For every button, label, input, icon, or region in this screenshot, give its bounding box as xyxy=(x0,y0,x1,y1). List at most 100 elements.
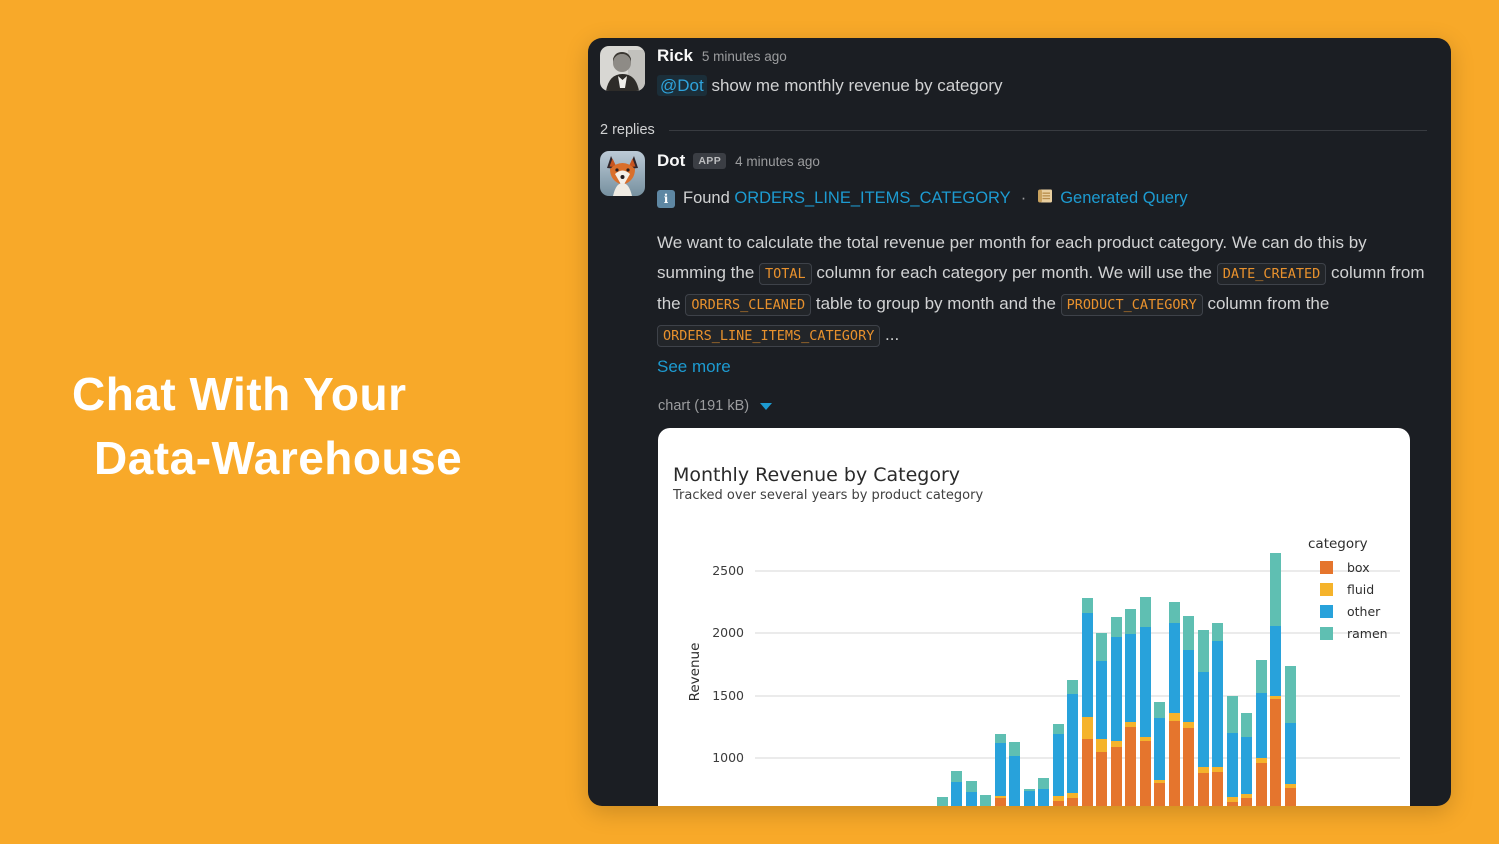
chart-subtitle: Tracked over several years by product ca… xyxy=(673,488,984,503)
bar-2-ramen xyxy=(951,771,962,782)
bar-13-other xyxy=(1110,636,1122,741)
legend-title: category xyxy=(1308,536,1368,552)
scroll-icon xyxy=(1036,187,1054,210)
legend-swatch-fluid xyxy=(1320,583,1333,596)
bar-21-other xyxy=(1226,733,1238,797)
bar-23-fluid xyxy=(1255,758,1267,763)
inline-code-token: DATE_CREATED xyxy=(1216,263,1327,285)
chevron-down-icon[interactable] xyxy=(760,402,773,410)
parent-message-content: Rick 5 minutes ago @Dot show me monthly … xyxy=(657,46,1435,100)
legend-label: box xyxy=(1347,560,1370,575)
bar-24-other xyxy=(1270,625,1281,696)
reply-message-content: Dot APP 4 minutes ago i Found ORDERS_LIN… xyxy=(657,151,1435,377)
replies-count-label[interactable]: 2 replies xyxy=(600,122,655,138)
bar-12-ramen xyxy=(1096,633,1107,661)
bar-12-other xyxy=(1096,660,1107,740)
see-more-link: See more xyxy=(657,357,731,376)
bar-25-box xyxy=(1284,788,1296,806)
body-text-segment: ... xyxy=(880,325,900,344)
dot-separator: · xyxy=(1020,189,1027,207)
bar-14-fluid xyxy=(1125,721,1136,727)
app-badge: APP xyxy=(693,153,727,169)
slack-thread-panel: Rick 5 minutes ago @Dot show me monthly … xyxy=(588,38,1451,806)
author-name[interactable]: Rick xyxy=(657,46,693,65)
legend-swatch-ramen xyxy=(1320,627,1333,640)
bar-21-ramen xyxy=(1226,695,1238,733)
hero-title-line2: Data-Warehouse xyxy=(94,432,463,484)
inline-code-token: ORDERS_CLEANED xyxy=(685,294,812,316)
legend-item-box: box xyxy=(1306,560,1388,575)
bar-10-other xyxy=(1067,694,1078,793)
rick-avatar[interactable] xyxy=(600,46,645,91)
bar-24-box xyxy=(1270,699,1281,806)
legend-label: ramen xyxy=(1347,626,1388,641)
fox-icon xyxy=(600,151,645,196)
bar-16-ramen xyxy=(1154,701,1165,718)
legend-swatch-box xyxy=(1320,561,1333,574)
bar-19-fluid xyxy=(1197,766,1209,773)
bar-2-other xyxy=(951,781,962,806)
bar-5-ramen xyxy=(994,734,1006,743)
found-row: i Found ORDERS_LINE_ITEMS_CATEGORY · Gen… xyxy=(657,187,1435,210)
dot-mention[interactable]: @Dot xyxy=(657,75,707,96)
bar-13-fluid xyxy=(1110,740,1122,747)
bar-20-fluid xyxy=(1212,766,1223,772)
bar-5-box xyxy=(994,798,1006,806)
bar-15-fluid xyxy=(1139,736,1151,741)
bar-10-box xyxy=(1067,798,1078,806)
parent-message-body: show me monthly revenue by category xyxy=(706,76,1003,95)
bar-17-box xyxy=(1168,720,1180,806)
attachment-filename[interactable]: chart (191 kB) xyxy=(658,398,750,414)
bar-13-box xyxy=(1110,746,1122,806)
bar-3-other xyxy=(965,791,977,806)
legend-item-other: other xyxy=(1306,604,1388,619)
y-tick-label: 2500 xyxy=(712,562,744,578)
bar-6-ramen xyxy=(1009,742,1020,756)
message-timestamp[interactable]: 5 minutes ago xyxy=(701,49,787,64)
bar-12-fluid xyxy=(1096,739,1107,752)
bar-22-fluid xyxy=(1241,794,1252,798)
legend-label: fluid xyxy=(1347,582,1375,597)
body-text-segment: column from the xyxy=(1202,294,1330,313)
gridline xyxy=(755,632,1400,634)
y-tick-label: 1000 xyxy=(712,750,744,765)
reply-timestamp[interactable]: 4 minutes ago xyxy=(735,154,820,169)
bar-23-other xyxy=(1255,693,1267,758)
bar-7-other xyxy=(1023,790,1035,806)
bar-12-box xyxy=(1096,751,1107,806)
attachment-toggle[interactable]: chart (191 kB) xyxy=(658,398,773,414)
bar-6-other xyxy=(1009,755,1020,806)
bar-18-ramen xyxy=(1183,616,1194,650)
replies-toggle[interactable]: 2 replies xyxy=(600,122,1427,138)
chart-title: Monthly Revenue by Category xyxy=(673,464,961,486)
bar-18-fluid xyxy=(1183,721,1194,728)
bar-9-fluid xyxy=(1052,796,1064,802)
bar-17-other xyxy=(1168,623,1180,713)
legend-label: other xyxy=(1347,604,1381,619)
generated-query-link[interactable]: Generated Query xyxy=(1060,189,1188,207)
chart-legend: category box fluid other ramen xyxy=(1306,536,1388,648)
bar-15-box xyxy=(1139,740,1151,806)
inline-code-token: TOTAL xyxy=(759,263,812,285)
bar-11-fluid xyxy=(1081,716,1093,740)
bar-4-ramen xyxy=(980,794,991,806)
chart-attachment-card: Monthly Revenue by Category Tracked over… xyxy=(658,428,1410,806)
legend-item-fluid: fluid xyxy=(1306,582,1388,597)
bar-14-ramen xyxy=(1125,609,1136,635)
inline-code-token: PRODUCT_CATEGORY xyxy=(1060,294,1203,316)
found-table-link[interactable]: ORDERS_LINE_ITEMS_CATEGORY xyxy=(734,189,1011,207)
bar-16-box xyxy=(1154,783,1165,806)
bar-22-box xyxy=(1241,798,1252,806)
bar-20-box xyxy=(1212,771,1223,806)
inline-code-token: ORDERS_LINE_ITEMS_CATEGORY xyxy=(657,325,881,347)
bot-name[interactable]: Dot xyxy=(657,151,686,170)
dot-avatar[interactable] xyxy=(600,151,645,196)
parent-message-text: @Dot show me monthly revenue by category xyxy=(657,72,1435,100)
legend-swatch-other xyxy=(1320,605,1333,618)
bar-16-other xyxy=(1154,718,1165,780)
bar-17-fluid xyxy=(1168,713,1180,721)
legend-item-ramen: ramen xyxy=(1306,626,1388,641)
bar-7-ramen xyxy=(1023,789,1035,791)
bar-20-other xyxy=(1212,640,1223,767)
